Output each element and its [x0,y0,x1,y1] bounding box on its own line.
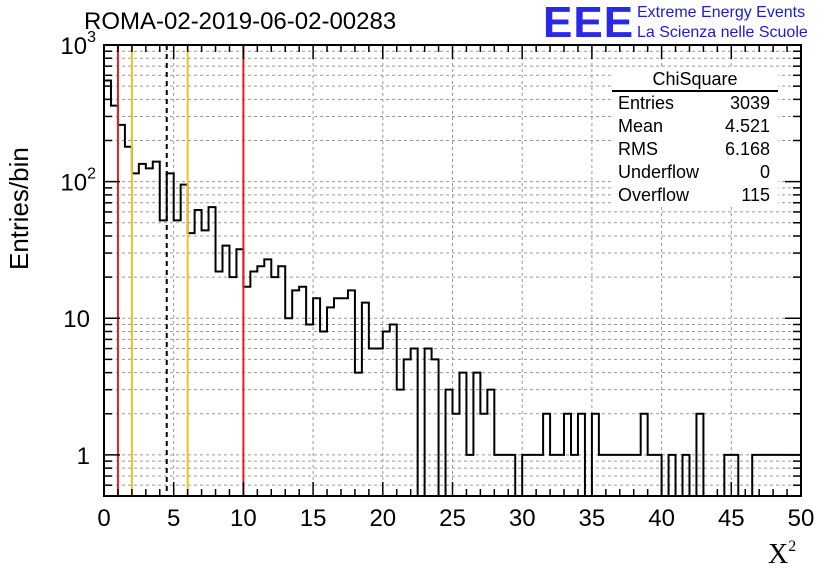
x-tick-label: 25 [439,505,466,532]
stats-label: RMS [618,139,658,159]
y-tick-label: 10 [63,306,90,333]
y-tick-label: 1 [77,443,90,470]
stats-label: Entries [618,93,675,113]
stats-value: 6.168 [724,139,770,159]
stats-box: ChiSquare Entries 3039 Mean 4.521 RMS 6.168… [612,68,778,207]
y-axis-label: Entries/bin [4,147,34,270]
stats-value: 4.521 [724,116,770,136]
stats-value: 0 [759,162,770,182]
x-tick-label: 5 [167,505,180,532]
logo-caption-line2: La Scienza nelle Scuole [637,24,808,41]
y-tick-exponent: 2 [87,166,96,183]
x-axis-label-base: X [768,539,789,570]
x-tick-label: 35 [579,505,606,532]
stats-label: Underflow [618,162,700,182]
x-tick-label: 45 [718,505,745,532]
stats-label: Mean [618,116,664,136]
y-tick-label: 102 [60,166,96,197]
x-tick-label: 20 [369,505,396,532]
stats-row: Overflow 115 [612,184,778,207]
x-tick-label: 30 [509,505,536,532]
x-axis-label: X2 [768,538,796,571]
stats-value: 115 [741,185,770,205]
histogram-title: ROMA-02-2019-06-02-00283 [84,8,397,35]
histogram-outline [103,79,801,497]
stats-label: Overflow [618,185,690,205]
stats-row: RMS 6.168 [612,138,778,161]
x-tick-label: 0 [97,505,110,532]
logo-caption-line1: Extreme Energy Events [637,4,806,21]
stats-row: Mean 4.521 [612,115,778,138]
x-axis-label-exponent: 2 [788,538,797,555]
x-tick-label: 10 [230,505,257,532]
stats-row: Entries 3039 [612,92,778,115]
x-tick-label: 40 [648,505,675,532]
eee-logo: EEE [543,0,635,47]
stats-row: Underflow 0 [612,161,778,184]
stats-value: 3039 [729,93,770,113]
y-tick-exponent: 3 [87,29,96,46]
x-tick-label: 15 [300,505,327,532]
x-tick-label: 50 [788,505,815,532]
stats-box-title: ChiSquare [612,68,778,92]
